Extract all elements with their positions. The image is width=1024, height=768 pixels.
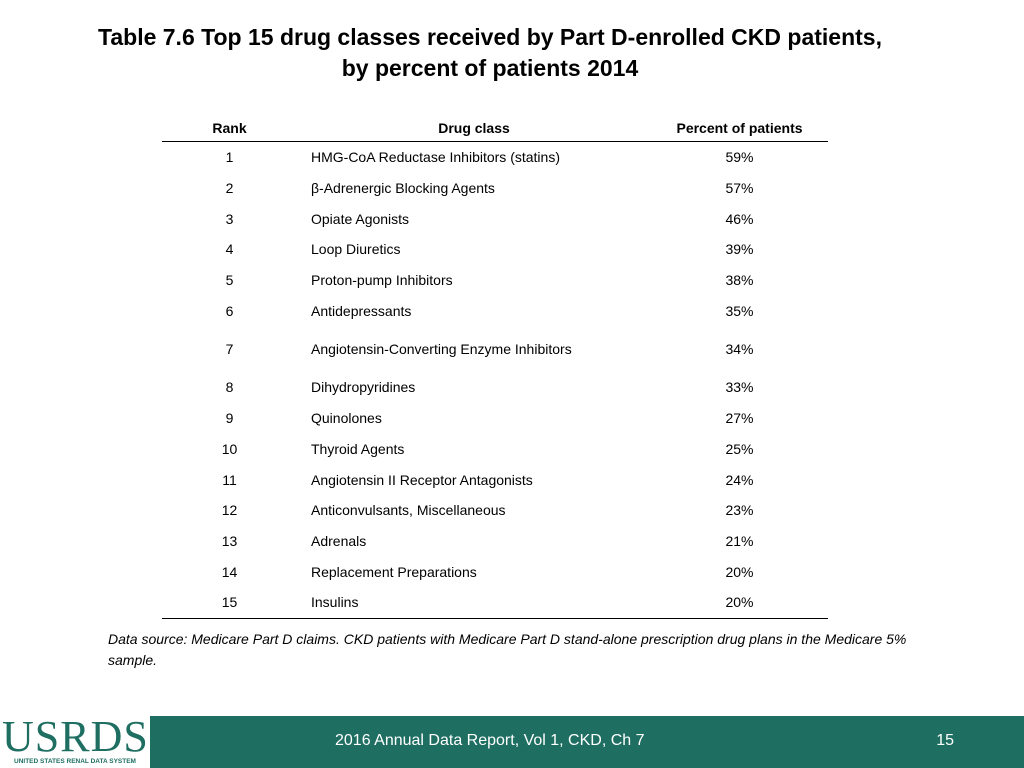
percent-cell: 21% [725,532,754,549]
drug-class-cell: Thyroid Agents [311,440,405,457]
drug-class-cell: Opiate Agonists [311,210,410,227]
rank-cell: 3 [225,210,234,227]
title-line-2: by percent of patients 2014 [341,55,639,81]
rank-cell: 9 [225,410,234,427]
percent-cell: 20% [725,563,754,580]
drug-class-cell: β-Adrenergic Blocking Agents [311,180,495,197]
rank-cell: 2 [225,180,234,197]
rank-cell: 1 [225,149,234,166]
percent-cell: 23% [725,502,754,519]
table-row: 9 Quinolones 27% [162,403,828,434]
table-row: 6 Antidepressants 35% [162,295,828,326]
header-drug-class: Drug class [297,114,651,142]
rank-cell: 5 [225,272,234,289]
percent-cell: 24% [725,471,754,488]
footer-bar: USRDS UNITED STATES RENAL DATA SYSTEM 20… [0,712,1024,768]
table-row: 12 Anticonvulsants, Miscellaneous 23% [162,495,828,526]
rank-cell: 15 [162,586,297,619]
drug-class-cell: Dihydropyridines [311,379,416,396]
percent-cell: 20% [651,586,828,619]
rank-cell: 6 [225,302,234,319]
rank-cell: 4 [225,241,234,258]
percent-cell: 25% [725,440,754,457]
table-row: 5 Proton-pump Inhibitors 38% [162,265,828,296]
rank-cell: 14 [221,563,238,580]
report-label: 2016 Annual Data Report, Vol 1, CKD, Ch … [335,732,645,749]
table-row: 4 Loop Diuretics 39% [162,234,828,265]
percent-cell: 33% [725,379,754,396]
table-row: 10 Thyroid Agents 25% [162,434,828,465]
drug-class-table: Rank Drug class Percent of patients 1 HMG… [162,114,828,619]
rank-cell: 12 [221,502,238,519]
drug-class-cell: Antidepressants [311,302,412,319]
usrds-logo: USRDS UNITED STATES RENAL DATA SYSTEM [0,712,150,768]
percent-cell: 46% [725,210,754,227]
rank-cell: 7 [225,340,234,357]
table-body: 1 HMG-CoA Reductase Inhibitors (statins) 5… [162,142,828,619]
percent-cell: 57% [725,180,754,197]
drug-class-cell: HMG-CoA Reductase Inhibitors (statins) [311,149,560,166]
table-row: 7 Angiotensin-Converting Enzyme Inhibitor… [162,326,828,372]
logo-subtitle: UNITED STATES RENAL DATA SYSTEM [14,758,136,765]
drug-class-cell: Proton-pump Inhibitors [311,272,453,289]
drug-class-cell: Adrenals [311,532,367,549]
rank-cell: 8 [225,379,234,396]
table-row: 3 Opiate Agonists 46% [162,203,828,234]
percent-cell: 38% [725,272,754,289]
table-header-row: Rank Drug class Percent of patients [162,114,828,142]
percent-cell: 39% [725,241,754,258]
percent-cell: 27% [725,410,754,427]
rank-cell: 13 [221,532,238,549]
percent-cell: 59% [725,149,754,166]
drug-class-cell: Loop Diuretics [311,241,401,258]
header-percent: Percent of patients [651,114,828,142]
table-row: 1 HMG-CoA Reductase Inhibitors (statins) 5… [162,142,828,173]
table-row: 14 Replacement Preparations 20% [162,556,828,587]
drug-class-cell: Quinolones [311,410,382,427]
table-row: 15 Insulins 20% [162,586,828,619]
table-row: 2 β-Adrenergic Blocking Agents 57% [162,173,828,204]
page-number: 15 [936,732,954,749]
drug-class-cell: Replacement Preparations [311,563,477,580]
drug-class-cell: Angiotensin II Receptor Antagonists [311,471,533,488]
drug-class-cell: Insulins [297,586,651,619]
drug-class-cell: Angiotensin-Converting Enzyme Inhibitors [311,340,572,357]
rank-cell: 10 [221,440,238,457]
rank-cell: 11 [222,471,237,488]
page-title: Table 7.6 Top 15 drug classes received b… [40,22,940,84]
drug-class-cell: Anticonvulsants, Miscellaneous [311,502,506,519]
title-line-1: Table 7.6 Top 15 drug classes received b… [98,24,882,50]
data-source-note: Data source: Medicare Part D claims. CKD… [108,631,907,668]
logo-text: USRDS [2,712,149,761]
header-rank: Rank [162,114,297,142]
table-row: 8 Dihydropyridines 33% [162,372,828,403]
percent-cell: 35% [725,302,754,319]
table-row: 13 Adrenals 21% [162,526,828,557]
table-row: 11 Angiotensin II Receptor Antagonists 24% [162,464,828,495]
percent-cell: 34% [725,340,754,357]
